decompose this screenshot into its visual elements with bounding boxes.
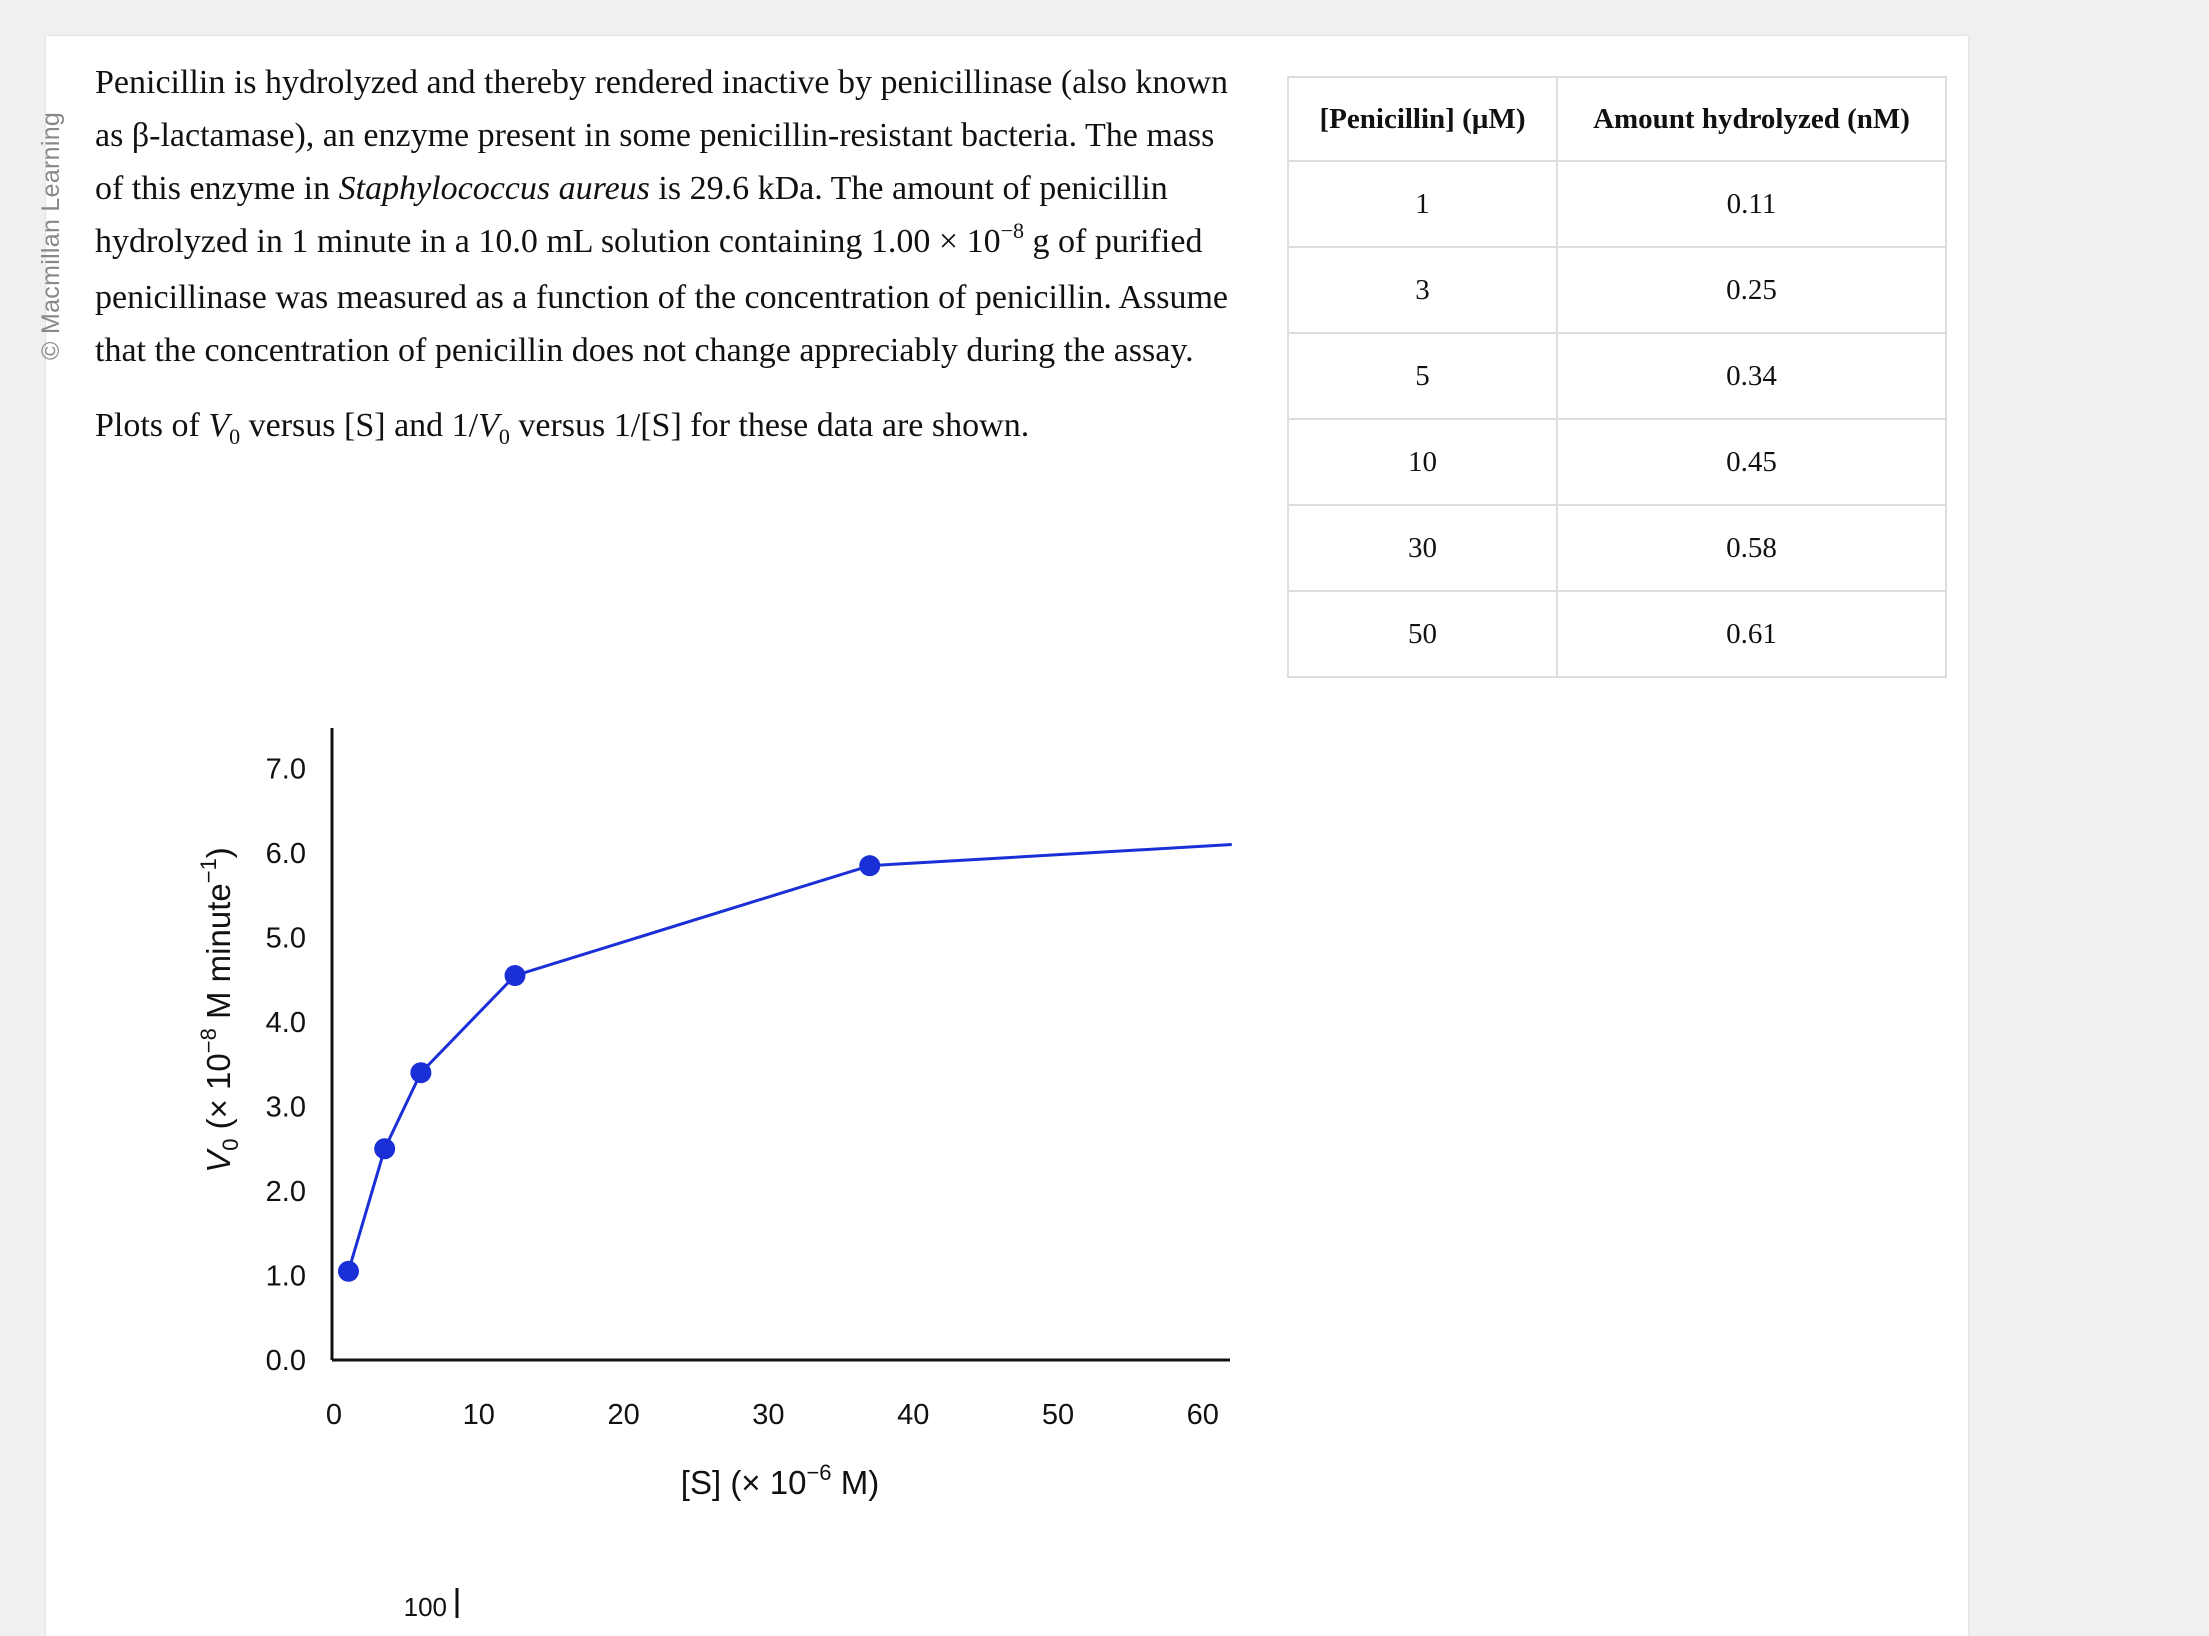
data-point [374, 1138, 396, 1160]
y-tick-label: 2.0 [266, 1176, 306, 1208]
problem-paragraph: Penicillin is hydrolyzed and thereby ren… [95, 56, 1235, 377]
chart-axes [330, 728, 1230, 1362]
x-tick-label: 50 [1042, 1399, 1074, 1431]
subscript: 0 [498, 424, 510, 449]
data-point [410, 1062, 432, 1084]
table-cell: 0.25 [1556, 246, 1947, 334]
data-point [504, 965, 526, 987]
x-tick-label: 60 [1187, 1399, 1219, 1431]
problem-text-segment: Plots of [95, 407, 209, 444]
table-row: 30 0.58 [1287, 504, 1947, 592]
y-tick-label: 0.0 [266, 1345, 306, 1377]
exponent: −8 [1000, 218, 1025, 243]
table-header-row: [Penicillin] (µM) Amount hydrolyzed (nM) [1287, 76, 1947, 162]
x-tick-label: 0 [326, 1399, 342, 1431]
table-cell: 0.11 [1556, 160, 1947, 248]
y-tick-label: 7.0 [266, 754, 306, 786]
x-tick-label: 40 [897, 1399, 929, 1431]
table-cell: 0.61 [1556, 590, 1947, 678]
x-tick-label: 10 [463, 1399, 495, 1431]
table-cell: 10 [1287, 418, 1558, 506]
x-tick-labels: 0 10 20 30 40 50 60 [326, 1399, 1219, 1431]
x-tick-label: 30 [752, 1399, 784, 1431]
table-cell: 3 [1287, 246, 1558, 334]
table-cell: 0.34 [1556, 332, 1947, 420]
data-point [859, 855, 881, 877]
table-row: 3 0.25 [1287, 246, 1947, 334]
table-cell: 0.45 [1556, 418, 1947, 506]
table-row: 5 0.34 [1287, 332, 1947, 420]
y-tick-labels: 0.0 1.0 2.0 3.0 4.0 5.0 6.0 7.0 [266, 754, 306, 1378]
column-header-concentration: [Penicillin] (µM) [1287, 76, 1558, 162]
column-header-hydrolyzed: Amount hydrolyzed (nM) [1556, 76, 1947, 162]
velocity-symbol: V [478, 407, 499, 444]
x-axis-title: [S] (× 10−6 M) [681, 1460, 879, 1501]
next-chart-tick-label: 100 [404, 1592, 447, 1618]
y-tick-label: 6.0 [266, 838, 306, 870]
problem-text-segment: is 29.6 kDa. The amount of penicillin hy… [95, 170, 1168, 260]
penicillin-data-table: [Penicillin] (µM) Amount hydrolyzed (nM)… [1287, 76, 1947, 678]
x-tick-label: 20 [607, 1399, 639, 1431]
plots-paragraph: Plots of V0 versus [S] and 1/V0 versus 1… [95, 399, 1235, 455]
table-cell: 30 [1287, 504, 1558, 592]
y-tick-label: 1.0 [266, 1261, 306, 1293]
table-cell: 5 [1287, 332, 1558, 420]
velocity-symbol: V [208, 407, 230, 444]
series-line [347, 843, 1232, 1272]
table-cell: 1 [1287, 160, 1558, 248]
y-tick-label: 5.0 [266, 923, 306, 955]
problem-text-segment: g of purified penicillinase was measured… [95, 223, 1228, 369]
next-chart-fragment: 100 [404, 1588, 459, 1618]
subscript: 0 [229, 424, 241, 449]
y-tick-label: 4.0 [266, 1007, 306, 1039]
y-axis-title: V0 (× 10−8 M minute−1) [196, 847, 243, 1173]
problem-statement: Penicillin is hydrolyzed and thereby ren… [95, 56, 1235, 455]
table-cell: 0.58 [1556, 504, 1947, 592]
data-point [337, 1260, 359, 1282]
table-row: 1 0.11 [1287, 160, 1947, 248]
table-row: 50 0.61 [1287, 590, 1947, 678]
table-row: 10 0.45 [1287, 418, 1947, 506]
problem-text-segment: versus [S] and 1/ [240, 407, 479, 444]
data-series [337, 843, 1232, 1282]
problem-text-segment: Penicillin is hydrolyzed and thereby ren… [95, 64, 1228, 207]
y-tick-label: 3.0 [266, 1092, 306, 1124]
problem-text-segment: versus 1/[S] for these data are shown. [509, 407, 1030, 444]
organism-name: Staphylococcus aureus [338, 170, 650, 207]
table-cell: 50 [1287, 590, 1558, 678]
